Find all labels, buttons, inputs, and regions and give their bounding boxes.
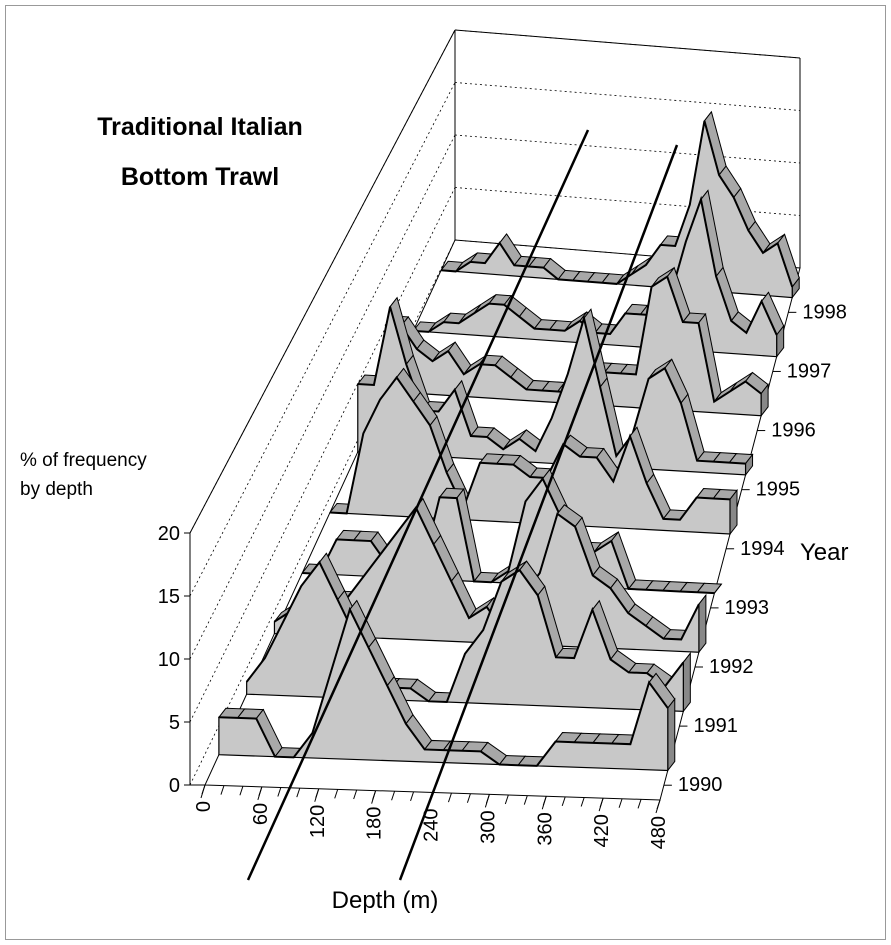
ribbon-line — [441, 120, 794, 288]
ribbon — [329, 367, 738, 536]
chart-title: Bottom Trawl — [121, 163, 279, 191]
x-minor-tick — [277, 787, 282, 797]
x-tick — [257, 786, 263, 801]
x-minor-tick — [504, 794, 509, 805]
x-minor-tick — [220, 785, 225, 795]
grid-line — [189, 82, 456, 597]
series-axis-title: Year — [800, 539, 849, 566]
ribbon-line — [245, 560, 685, 704]
y-tick-label: 5 — [169, 712, 180, 734]
x-minor-tick — [637, 799, 642, 809]
x-minor-tick — [410, 791, 415, 802]
y-tick-label: 10 — [158, 649, 180, 671]
x-minor-tick — [353, 789, 358, 800]
y-tick-label: 0 — [169, 775, 180, 797]
x-minor-tick — [239, 786, 244, 796]
x-tick-label: 240 — [421, 809, 443, 842]
x-tick — [655, 799, 661, 814]
series-label: 1994 — [740, 538, 785, 560]
back-wall-edge — [454, 29, 801, 59]
x-tick-label: 180 — [364, 807, 386, 840]
x-minor-tick — [523, 795, 528, 805]
x-minor-tick — [296, 787, 301, 798]
ribbon — [217, 599, 676, 772]
ribbon-end — [667, 697, 676, 772]
left-wall-edge — [189, 29, 456, 534]
x-minor-tick — [447, 792, 452, 803]
series-label: 1996 — [771, 420, 816, 442]
x-tick — [541, 796, 547, 810]
x-tick-label: 120 — [307, 805, 329, 838]
ribbon-end — [698, 593, 707, 654]
y-tick-label: 20 — [158, 523, 180, 545]
x-tick — [371, 790, 377, 804]
x-minor-tick — [618, 798, 623, 808]
z-axis-title: % of frequency — [20, 450, 147, 471]
x-minor-tick — [580, 797, 585, 807]
ribbon-line — [302, 476, 715, 595]
x-tick — [428, 792, 433, 806]
ribbon-end — [682, 651, 691, 713]
series-label: 1997 — [787, 360, 832, 382]
x-tick — [598, 797, 604, 812]
x-tick — [484, 794, 490, 808]
series-label: 1998 — [802, 301, 847, 323]
ribbon-line — [218, 606, 669, 767]
ribbon-end — [714, 583, 722, 594]
x-minor-tick — [391, 791, 396, 801]
x-tick-label: 60 — [250, 803, 272, 825]
depth-limit-line — [398, 144, 679, 881]
series-label: 1993 — [725, 597, 770, 619]
x-minor-tick — [334, 789, 339, 799]
depth-limit-line — [246, 129, 590, 881]
y-tick-label: 15 — [158, 586, 180, 608]
x-minor-tick — [466, 793, 471, 803]
series-label: 1995 — [756, 479, 801, 501]
x-tick-label: 420 — [591, 814, 613, 847]
series-label: 1992 — [709, 656, 754, 678]
z-axis-title: by depth — [20, 479, 93, 500]
x-axis-title: Depth (m) — [332, 887, 439, 914]
series-label: 1990 — [678, 774, 723, 796]
x-tick-label: 360 — [534, 812, 556, 845]
x-tick-label: 480 — [648, 816, 670, 849]
x-tick-label: 0 — [193, 801, 215, 812]
chart-title: Traditional Italian — [97, 113, 303, 141]
x-minor-tick — [561, 796, 566, 807]
ribbon — [356, 296, 754, 477]
x-tick-label: 300 — [477, 810, 499, 843]
x-tick — [314, 788, 320, 802]
series-label: 1991 — [693, 715, 738, 737]
x-tick — [200, 784, 206, 799]
ribbon-line — [329, 375, 731, 521]
